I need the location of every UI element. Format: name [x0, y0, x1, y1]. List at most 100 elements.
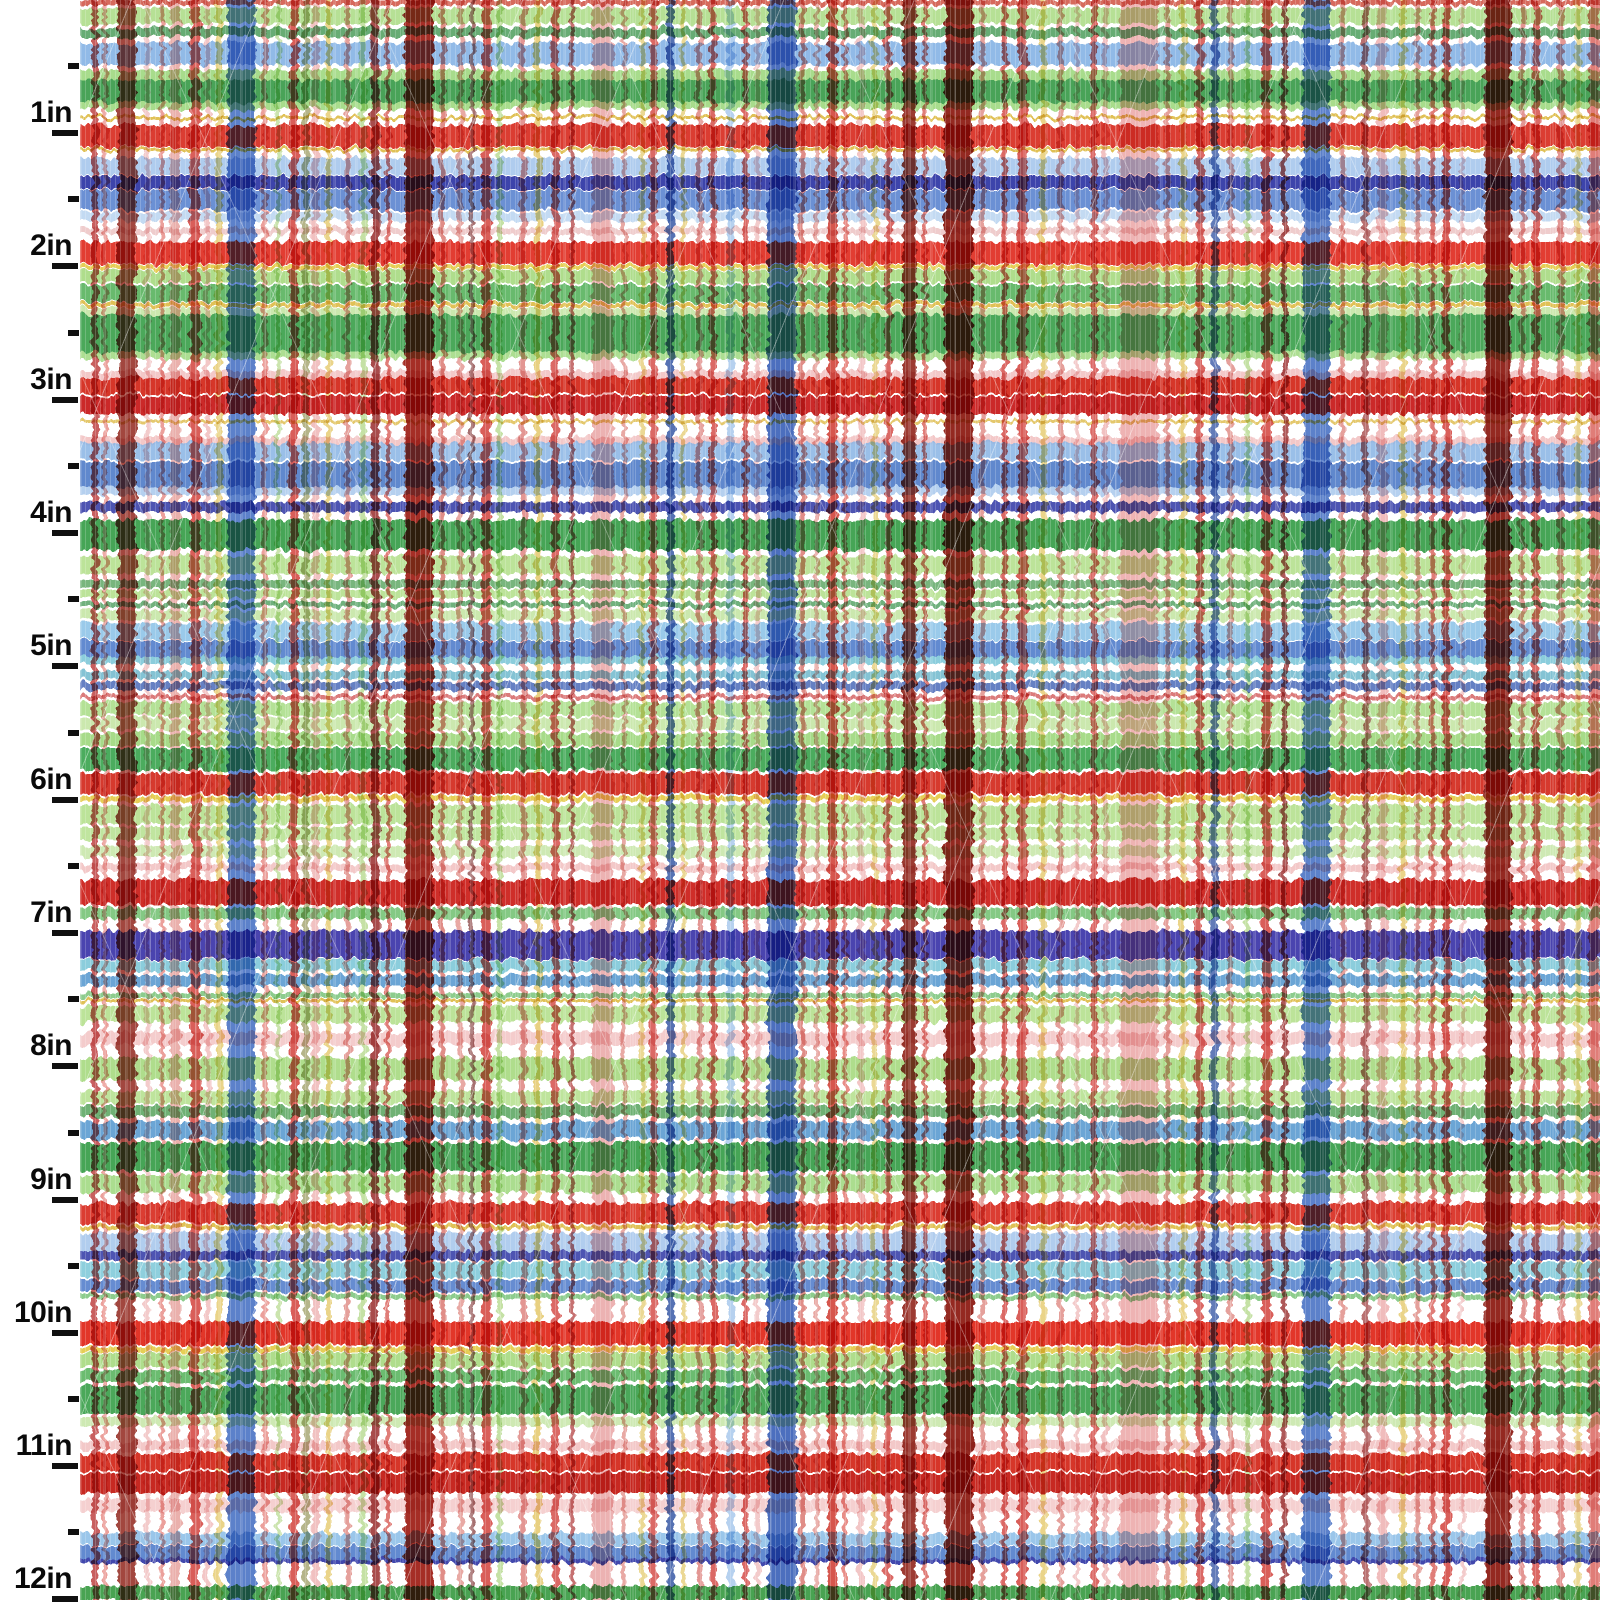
inch-tick: [52, 1463, 78, 1469]
inch-tick: [52, 130, 78, 136]
vertical-stripe: [170, 0, 180, 1600]
vertical-stripe: [1180, 0, 1186, 1600]
vertical-stripe: [828, 0, 837, 1600]
inch-tick: [52, 930, 78, 936]
vertical-stripe: [903, 0, 916, 1600]
vertical-stripe: [681, 0, 685, 1600]
vertical-stripe: [216, 0, 222, 1600]
vertical-stripe: [1520, 0, 1525, 1600]
vertical-stripe: [1340, 0, 1345, 1600]
vertical-stripe: [276, 0, 280, 1600]
vertical-stripe: [1378, 0, 1387, 1600]
vertical-stripe: [386, 0, 390, 1600]
vertical-stripe: [520, 0, 526, 1600]
vertical-stripe: [768, 0, 796, 1600]
horizontal-stripe: [80, 1143, 1600, 1171]
half-inch-tick: [68, 1130, 79, 1136]
inch-label: 4in: [30, 496, 72, 529]
vertical-stripe: [1533, 0, 1540, 1600]
vertical-stripe: [228, 0, 255, 1600]
inch-label: 3in: [30, 363, 72, 396]
horizontal-stripe: [80, 695, 1600, 699]
vertical-stripe: [1430, 0, 1435, 1600]
vertical-stripe: [1460, 0, 1464, 1600]
vertical-stripe: [1103, 0, 1108, 1600]
vertical-stripe: [650, 0, 657, 1600]
inch-tick: [52, 530, 78, 536]
inch-label: 10in: [13, 1296, 73, 1329]
horizontal-stripe: [80, 975, 1600, 986]
vertical-stripe: [1303, 0, 1330, 1600]
horizontal-stripe: [80, 960, 1600, 971]
inch-tick: [52, 797, 78, 803]
inch-tick: [52, 397, 78, 403]
vertical-stripe: [405, 0, 433, 1600]
inch-label: 8in: [30, 1029, 72, 1062]
horizontal-stripe: [80, 1294, 1600, 1299]
half-inch-tick: [68, 330, 79, 336]
horizontal-stripe: [80, 308, 1600, 315]
horizontal-stripe: [80, 315, 1600, 352]
vertical-stripe: [1018, 0, 1027, 1600]
vertical-stripe: [697, 0, 702, 1600]
inch-label: 6in: [30, 763, 72, 796]
vertical-stripe: [800, 0, 805, 1600]
half-inch-tick: [68, 730, 79, 736]
vertical-stripe: [482, 0, 491, 1600]
vertical-stripe: [103, 0, 107, 1600]
vertical-stripe: [622, 0, 626, 1600]
horizontal-stripe: [80, 371, 1600, 379]
vertical-stripe: [1075, 0, 1079, 1600]
horizontal-stripe: [80, 682, 1600, 690]
horizontal-stripe: [80, 303, 1600, 307]
horizontal-stripe: [80, 1417, 1600, 1426]
horizontal-stripe: [80, 671, 1600, 679]
vertical-stripe: [371, 0, 379, 1600]
vertical-stripe: [440, 0, 445, 1600]
horizontal-stripe: [80, 1386, 1600, 1414]
horizontal-stripe: [80, 265, 1600, 269]
vertical-stripe: [815, 0, 819, 1600]
inch-tick: [52, 263, 78, 269]
horizontal-stripe: [80, 116, 1600, 119]
vertical-stripe: [710, 0, 716, 1600]
inch-tick: [52, 1063, 78, 1069]
vertical-stripe: [290, 0, 298, 1600]
horizontal-stripe: [80, 420, 1600, 423]
vertical-stripe: [923, 0, 927, 1600]
vertical-stripe: [1211, 0, 1218, 1600]
vertical-stripe: [190, 0, 200, 1600]
vertical-stripe: [945, 0, 973, 1600]
vertical-stripe: [1575, 0, 1581, 1600]
vertical-stripe: [592, 0, 613, 1600]
vertical-stripe: [303, 0, 309, 1600]
vertical-stripe: [1058, 0, 1063, 1600]
half-inch-tick: [68, 1396, 79, 1402]
horizontal-stripe: [80, 999, 1600, 1002]
half-inch-tick: [68, 596, 79, 602]
vertical-stripe: [570, 0, 574, 1600]
vertical-stripe: [727, 0, 734, 1600]
inch-tick: [52, 1197, 78, 1203]
vertical-stripe: [872, 0, 877, 1600]
half-inch-tick: [68, 863, 79, 869]
horizontal-stripe: [80, 1559, 1600, 1563]
vertical-stripe: [1589, 0, 1600, 1600]
vertical-stripe: [497, 0, 502, 1600]
vertical-stripe: [843, 0, 847, 1600]
vertical-stripe: [160, 0, 164, 1600]
vertical-stripe: [458, 0, 463, 1600]
vertical-stripes-layer: [80, 0, 1600, 1600]
vertical-stripe: [1415, 0, 1420, 1600]
vertical-stripe: [312, 0, 319, 1600]
vertical-stripe: [1091, 0, 1097, 1600]
vertical-stripe: [980, 0, 985, 1600]
horizontal-stripe: [80, 657, 1600, 664]
inch-tick: [52, 1330, 78, 1336]
vertical-stripe: [1400, 0, 1406, 1600]
horizontal-stripe: [80, 437, 1600, 445]
inch-tick: [52, 663, 78, 669]
vertical-stripe: [360, 0, 366, 1600]
horizontal-stripe: [80, 931, 1600, 959]
